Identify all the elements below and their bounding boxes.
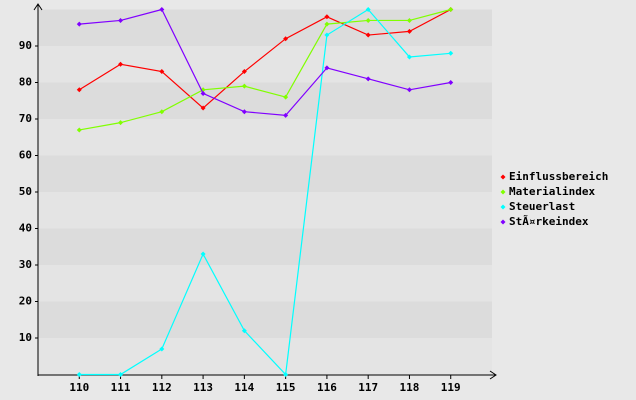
plot-bands bbox=[38, 9, 492, 375]
y-tick-label: 80 bbox=[19, 76, 32, 89]
data-point bbox=[241, 83, 247, 89]
data-point bbox=[324, 21, 330, 27]
legend-marker bbox=[500, 189, 506, 195]
plot-band bbox=[38, 192, 492, 229]
x-tick-label: 112 bbox=[152, 381, 172, 394]
series-line bbox=[79, 8, 451, 131]
data-point bbox=[365, 76, 371, 82]
series-line bbox=[79, 8, 451, 116]
data-point bbox=[283, 112, 289, 118]
legend-label: Steuerlast bbox=[509, 200, 575, 213]
plot-band bbox=[38, 228, 492, 265]
data-point bbox=[406, 28, 412, 34]
data-point bbox=[283, 36, 289, 42]
data-point bbox=[118, 372, 124, 377]
data-point bbox=[406, 87, 412, 93]
data-point bbox=[241, 69, 247, 75]
data-point bbox=[365, 17, 371, 23]
legend-label: Einflussbereich bbox=[509, 170, 608, 183]
plot-band bbox=[38, 338, 492, 375]
plot-band bbox=[38, 155, 492, 192]
data-point bbox=[448, 50, 454, 56]
data-point bbox=[159, 346, 165, 352]
y-tick-label: 70 bbox=[19, 112, 32, 125]
x-tick-label: 111 bbox=[111, 381, 131, 394]
x-tick-label: 116 bbox=[317, 381, 337, 394]
y-tick-label: 50 bbox=[19, 185, 32, 198]
x-tick-label: 115 bbox=[276, 381, 296, 394]
data-point bbox=[283, 94, 289, 100]
plot-band bbox=[38, 119, 492, 156]
x-tick-label: 110 bbox=[69, 381, 89, 394]
data-point bbox=[283, 372, 289, 377]
data-point bbox=[118, 17, 124, 23]
y-axis-arrow bbox=[33, 3, 43, 11]
data-point bbox=[76, 87, 82, 93]
x-tick-label: 114 bbox=[234, 381, 254, 394]
plot-band bbox=[38, 301, 492, 338]
data-point bbox=[159, 7, 165, 12]
y-tick-label: 30 bbox=[19, 258, 32, 271]
data-point bbox=[406, 17, 412, 23]
plot-band bbox=[38, 46, 492, 83]
y-tick-label: 10 bbox=[19, 331, 32, 344]
x-axis-arrow bbox=[489, 370, 497, 380]
y-tick-label: 40 bbox=[19, 222, 32, 235]
data-point bbox=[448, 80, 454, 85]
y-tick-label: 90 bbox=[19, 39, 32, 52]
data-point bbox=[406, 54, 412, 60]
x-tick-label: 118 bbox=[400, 381, 420, 394]
legend-marker bbox=[500, 219, 506, 225]
data-point bbox=[241, 109, 247, 115]
legend-marker bbox=[500, 204, 506, 210]
data-point bbox=[76, 372, 82, 377]
data-point bbox=[365, 32, 371, 38]
data-point bbox=[159, 69, 165, 75]
legend-label: Materialindex bbox=[509, 185, 595, 198]
series-line bbox=[79, 8, 451, 376]
plot-band bbox=[38, 9, 492, 46]
data-point bbox=[324, 65, 330, 71]
y-tick-label: 60 bbox=[19, 149, 32, 162]
x-tick-label: 113 bbox=[193, 381, 213, 394]
data-point bbox=[200, 90, 206, 96]
data-point bbox=[241, 328, 247, 334]
data-point bbox=[365, 7, 371, 12]
x-tick-label: 119 bbox=[441, 381, 461, 394]
data-point bbox=[200, 251, 206, 257]
legend-label: StÃ¤rkeindex bbox=[509, 215, 589, 228]
data-point bbox=[324, 32, 330, 38]
data-point bbox=[118, 120, 124, 126]
data-point bbox=[76, 21, 82, 27]
data-point bbox=[159, 109, 165, 115]
data-point bbox=[324, 14, 330, 20]
data-point bbox=[448, 7, 454, 12]
x-tick-label: 117 bbox=[358, 381, 378, 394]
plot-band bbox=[38, 265, 492, 302]
data-point bbox=[200, 105, 206, 111]
data-point bbox=[76, 127, 82, 133]
y-tick-label: 20 bbox=[19, 295, 32, 308]
legend-marker bbox=[500, 174, 506, 180]
data-point bbox=[118, 61, 124, 67]
